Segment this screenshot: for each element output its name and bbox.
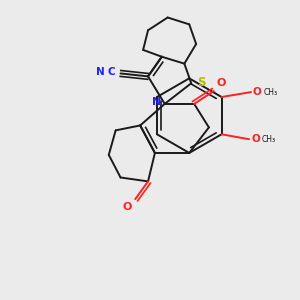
Text: O: O [123, 202, 132, 212]
Text: C: C [107, 68, 115, 77]
Text: S: S [197, 76, 206, 89]
Text: O: O [253, 87, 262, 97]
Text: N: N [96, 68, 105, 77]
Text: N: N [152, 97, 161, 107]
Text: CH₃: CH₃ [264, 88, 278, 97]
Text: O: O [251, 134, 260, 144]
Text: O: O [217, 78, 226, 88]
Text: CH₃: CH₃ [262, 135, 276, 144]
